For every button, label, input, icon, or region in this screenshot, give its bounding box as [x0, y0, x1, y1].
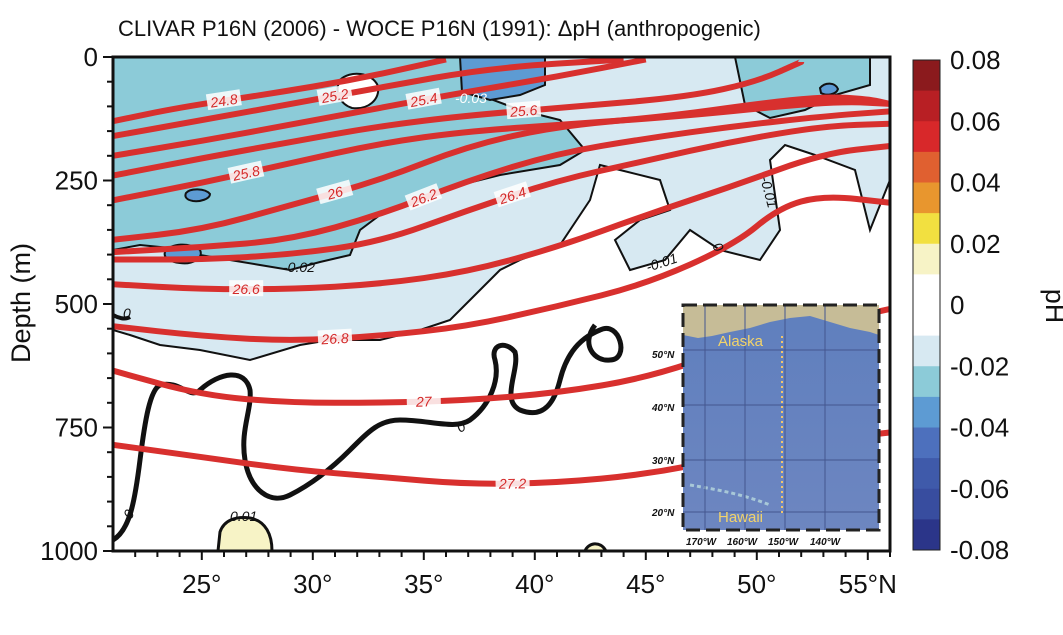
- isopycnal-label: 24.8: [208, 91, 239, 111]
- x-tick-label: 30°: [293, 569, 332, 599]
- isopycnal-label-bg: [495, 474, 530, 491]
- colorbar-tick-label: -0.02: [950, 351, 1009, 381]
- inset-map-land-alaska: [683, 305, 879, 338]
- colorbar-swatch: [913, 519, 940, 551]
- isopycnal-label-bg: [316, 83, 353, 106]
- y-axis-label: Depth (m): [6, 243, 36, 363]
- dph-contour-label: -0.03: [455, 90, 487, 106]
- inset-lat-label: 50°N: [652, 350, 675, 361]
- colorbar-tick-label: 0.02: [950, 229, 1001, 259]
- colorbar-tick-label: 0.06: [950, 106, 1001, 136]
- isopycnal-line: [113, 59, 803, 179]
- colorbar-tick-label: -0.04: [950, 413, 1009, 443]
- inset-place-hawaii: Hawaii: [718, 509, 763, 526]
- chart-title: CLIVAR P16N (2006) - WOCE P16N (1991): Δ…: [118, 16, 761, 41]
- inset-map-frame: [681, 303, 881, 532]
- colorbar-label: pH: [1040, 289, 1063, 324]
- isopycnal-line: [113, 57, 647, 159]
- colorbar-swatch: [913, 274, 940, 306]
- isopycnal-label-bg: [506, 100, 542, 120]
- isopycnal-label: 25.2: [319, 85, 350, 106]
- isopycnal-layer: 24.8 25.2 25.425.625.826 26.2 26.426.626.827…: [113, 57, 890, 492]
- inset-map-hawaii-chain: [689, 483, 771, 507]
- colorbar-swatch: [913, 243, 940, 275]
- x-tick-label: 45°: [626, 569, 665, 599]
- x-tick-label: 55°N: [839, 569, 897, 599]
- colorbar-swatch: [913, 458, 940, 490]
- colorbar-tick-label: 0.04: [950, 168, 1001, 198]
- colorbar-tick-label: -0.06: [950, 474, 1009, 504]
- colorbar-swatch: [913, 213, 940, 245]
- colorbar-frame: [912, 59, 941, 551]
- isopycnal-label-bg: [317, 328, 353, 347]
- isopycnal-line: [113, 57, 447, 125]
- isopycnal-line: [113, 94, 890, 243]
- y-tick-label: 750: [55, 413, 98, 443]
- isopycnal-label: 26: [324, 183, 344, 203]
- colorbar-swatch: [913, 60, 940, 92]
- isopycnal-label-bg: [404, 183, 443, 211]
- colorbar-swatch: [913, 182, 940, 214]
- colorbar-swatch: [913, 396, 940, 428]
- colorbar: 0.08 0.06 0.04 0.02 0 -0.02 -0.04 -0.06 -0.08: [912, 45, 1009, 565]
- colorbar-swatch: [913, 151, 940, 183]
- dph-contour-label: -0.02: [283, 259, 315, 275]
- colorbar-swatch: [913, 488, 940, 520]
- isopycnal-label-bg: [227, 160, 265, 184]
- y-tick-label: 1000: [40, 536, 98, 566]
- inset-lon-label: 140°W: [810, 537, 842, 548]
- isopycnal-label-bg: [493, 181, 531, 208]
- colorbar-swatch: [913, 305, 940, 337]
- inset-lon-label: 150°W: [768, 537, 800, 548]
- x-tick-label: 25°: [182, 569, 221, 599]
- inset-lat-label: 40°N: [651, 403, 675, 414]
- isopycnal-label: 25.4: [408, 89, 439, 110]
- inset-lat-label: 20°N: [651, 508, 675, 519]
- isopycnal-line: [113, 194, 890, 343]
- colorbar-swatch: [913, 121, 940, 153]
- x-tick-label: 35°: [404, 569, 443, 599]
- isopycnal-label: 25.6: [508, 102, 538, 120]
- isopycnal-label: 26.6: [232, 281, 260, 297]
- inset-place-alaska: Alaska: [718, 333, 764, 350]
- dph-contour-label: 0.01: [230, 508, 257, 524]
- dph-contour-label: -0.01: [757, 175, 781, 210]
- colorbar-swatch: [913, 335, 940, 367]
- y-tick-label: 250: [55, 166, 98, 196]
- dph-label-layer: -0.03 -0.02 -0.01 -0.01 0 0 0 0 0.01: [120, 90, 781, 524]
- isopycnal-label-bg: [316, 179, 354, 205]
- colorbar-tick-label: 0.08: [950, 45, 1001, 75]
- x-tick-label: 50°: [737, 569, 776, 599]
- isopycnal-line: [113, 108, 890, 256]
- inset-lat-label: 30°N: [652, 456, 675, 467]
- isopycnal-label-bg: [205, 89, 242, 111]
- colorbar-tick-label: -0.08: [950, 535, 1009, 565]
- fill-region-dark-small-2: [184, 188, 212, 203]
- isopycnal-label: 27.2: [498, 475, 527, 491]
- y-tick-label: 0: [84, 42, 98, 72]
- colorbar-swatch: [913, 366, 940, 398]
- inset-lon-label: 170°W: [686, 537, 718, 548]
- x-tick-label: 40°: [515, 569, 554, 599]
- colorbar-swatch: [913, 427, 940, 459]
- inset-map: Alaska Hawaii 50°N 40°N 30°N 20°N 170°W …: [651, 303, 881, 548]
- inset-lon-label: 160°W: [727, 537, 759, 548]
- isopycnal-label: 27: [415, 393, 433, 409]
- axis-ticks: 25° 30° 35° 40° 45° 50° 55°N 0 250 500 750 1000: [40, 42, 897, 599]
- isopycnal-label: 26.8: [320, 330, 349, 348]
- y-tick-label: 500: [55, 289, 98, 319]
- dph-contour-label: 0: [123, 305, 131, 321]
- fill-region-dark-small-3: [818, 82, 840, 96]
- isopycnal-label: 25.8: [230, 162, 261, 184]
- isopycnal-label-bg: [405, 87, 442, 110]
- colorbar-tick-label: 0: [950, 290, 964, 320]
- colorbar-swatch: [913, 90, 940, 122]
- fill-region-positive: [216, 516, 274, 551]
- isopycnal-label-bg: [406, 392, 441, 410]
- isopycnal-label-bg: [229, 280, 264, 297]
- inset-map-grid: [683, 305, 879, 530]
